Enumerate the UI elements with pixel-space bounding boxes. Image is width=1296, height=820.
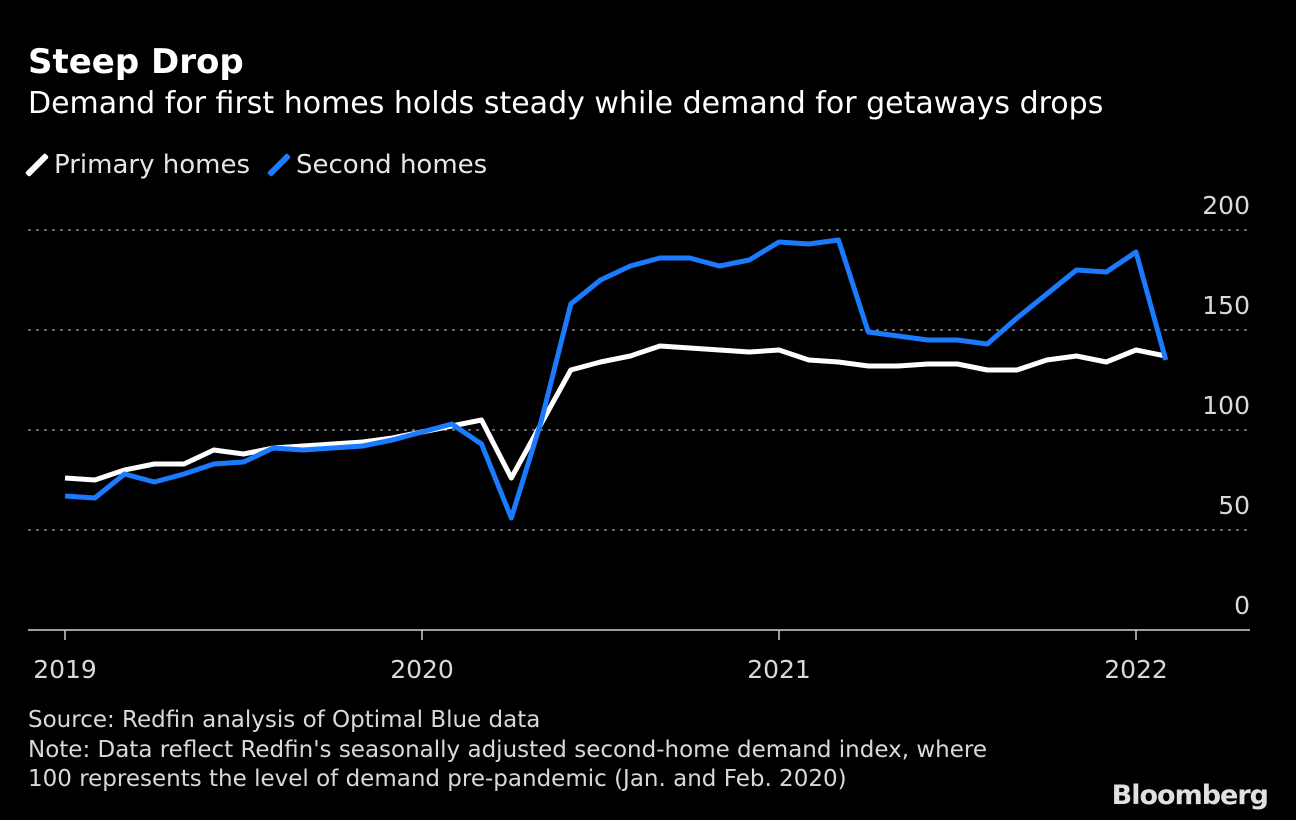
- y-tick-label: 50: [1218, 491, 1250, 520]
- y-tick-label: 100: [1202, 391, 1250, 420]
- bloomberg-logo: Bloomberg: [1111, 780, 1269, 811]
- x-tick-label: 2020: [390, 655, 454, 684]
- y-tick-label: 0: [1234, 591, 1250, 620]
- x-tick-label: 2021: [747, 655, 811, 684]
- y-tick-label: 150: [1202, 291, 1250, 320]
- x-tick-label: 2019: [33, 655, 97, 684]
- x-tick-label: 2022: [1104, 655, 1168, 684]
- legend-item-primary: Primary homes: [24, 150, 250, 180]
- note-text-line1: Note: Data reflect Redfin's seasonally a…: [28, 736, 987, 763]
- note-text-line2: 100 represents the level of demand pre-p…: [28, 766, 847, 792]
- series-line-second-homes: [64, 237, 1169, 521]
- legend-item-second: Second homes: [266, 150, 488, 180]
- series-line-primary-homes: [64, 343, 1167, 483]
- chart-title: Steep Drop: [28, 42, 244, 82]
- chart-subtitle: Demand for first homes holds steady whil…: [28, 86, 1104, 121]
- source-text: Source: Redfin analysis of Optimal Blue …: [28, 707, 541, 733]
- footer: Source: Redfin analysis of Optimal Blue …: [28, 706, 987, 795]
- legend: Primary homes Second homes: [24, 150, 488, 180]
- legend-label-second: Second homes: [296, 150, 488, 180]
- y-tick-label: 200: [1202, 191, 1250, 220]
- legend-label-primary: Primary homes: [54, 150, 250, 180]
